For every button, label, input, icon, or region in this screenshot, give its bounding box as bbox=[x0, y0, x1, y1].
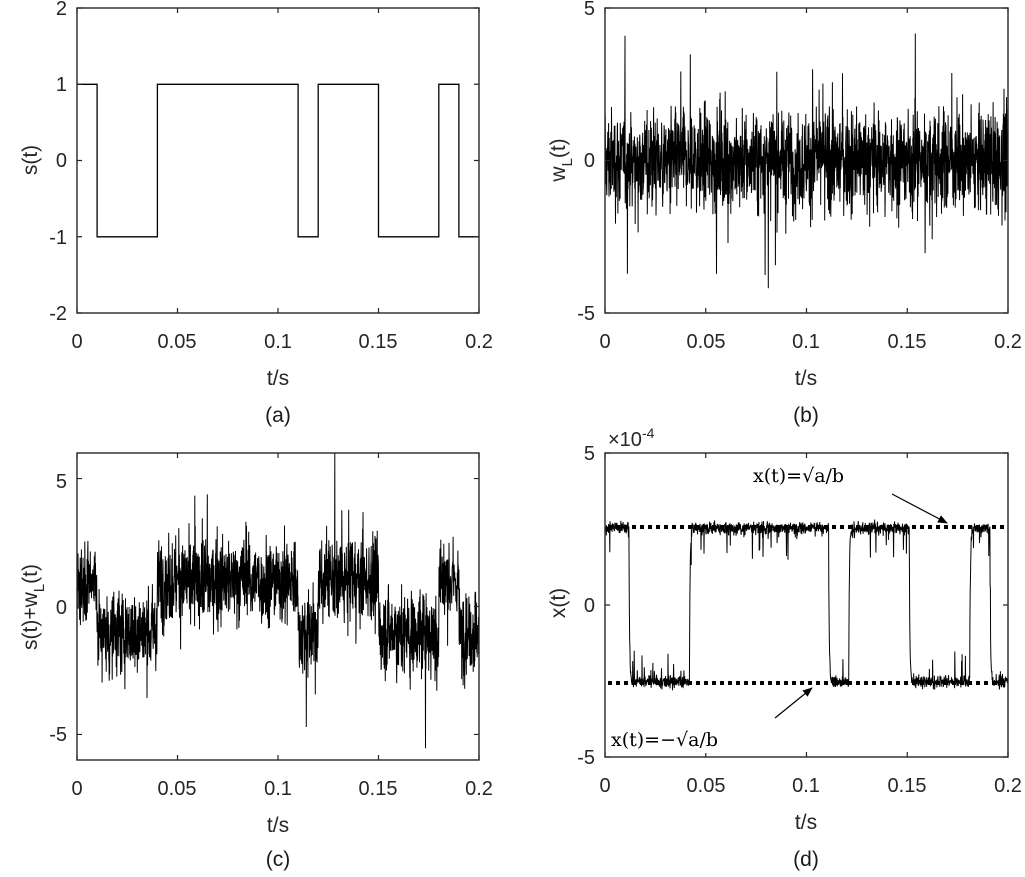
xtick: 0.15 bbox=[359, 331, 398, 353]
y-axis-label: x(t) bbox=[547, 588, 570, 618]
xtick: 0.2 bbox=[465, 778, 493, 800]
xtick: 0 bbox=[71, 778, 82, 800]
panel-caption: (a) bbox=[265, 404, 291, 427]
ytick: -1 bbox=[49, 227, 67, 249]
ytick: 5 bbox=[584, 443, 595, 465]
ytick: 0 bbox=[584, 595, 595, 617]
axes-box bbox=[604, 7, 1009, 314]
xtick: 0 bbox=[599, 331, 610, 353]
ytick: -2 bbox=[49, 303, 67, 325]
panel-caption: (d) bbox=[793, 848, 819, 871]
xtick: 0.2 bbox=[465, 331, 493, 353]
annotation-lower: x(t)=−√a/b bbox=[611, 729, 718, 751]
system-output-line bbox=[605, 519, 1008, 691]
y-axis-label: s(t) bbox=[19, 145, 42, 175]
x-axis-label: t/s bbox=[267, 814, 289, 837]
ytick: 0 bbox=[56, 150, 67, 172]
xtick: 0.05 bbox=[158, 778, 197, 800]
xtick: 0.1 bbox=[264, 778, 292, 800]
noisy-signal-line bbox=[77, 453, 479, 749]
xtick: 0 bbox=[71, 331, 82, 353]
xtick: 0.1 bbox=[792, 775, 820, 797]
xtick: 0.1 bbox=[264, 331, 292, 353]
noise-line bbox=[605, 33, 1008, 289]
ytick: 2 bbox=[56, 0, 67, 20]
ytick: -5 bbox=[577, 747, 595, 769]
annotation-bg bbox=[610, 721, 780, 753]
ytick: -5 bbox=[577, 303, 595, 325]
xtick: 0.05 bbox=[158, 331, 197, 353]
tick-marks bbox=[604, 452, 1009, 758]
exponent-label: ×10-4 bbox=[608, 425, 655, 451]
square-signal-line bbox=[77, 83, 479, 238]
tick-marks bbox=[76, 7, 480, 314]
xtick: 0.15 bbox=[888, 331, 927, 353]
xtick: 0.2 bbox=[994, 331, 1022, 353]
xtick: 0.15 bbox=[359, 778, 398, 800]
xtick: 0.2 bbox=[994, 775, 1022, 797]
panel-caption: (b) bbox=[793, 404, 819, 427]
chart-a-svg: 2 1 0 -1 -2 0 0.05 0.1 0.15 0.2 t/s s(t)… bbox=[19, 0, 493, 427]
xtick: 0.15 bbox=[888, 775, 927, 797]
xtick: 0.05 bbox=[687, 331, 726, 353]
xtick: 0.05 bbox=[687, 775, 726, 797]
annotation-arrow-upper bbox=[891, 493, 948, 524]
xtick: 0.1 bbox=[792, 331, 820, 353]
x-axis-label: t/s bbox=[795, 367, 817, 390]
ytick: 5 bbox=[56, 471, 67, 493]
ytick: 1 bbox=[56, 74, 67, 96]
y-axis-label: wL(t) bbox=[547, 138, 576, 182]
ytick: 5 bbox=[584, 0, 595, 20]
xtick: 0 bbox=[599, 775, 610, 797]
ytick: 0 bbox=[56, 597, 67, 619]
annotation-upper: x(t)=√a/b bbox=[753, 465, 844, 487]
annotation-bg bbox=[752, 458, 898, 488]
x-axis-label: t/s bbox=[267, 367, 289, 390]
panel-caption: (c) bbox=[266, 848, 291, 871]
panel-a: 2 1 0 -1 -2 0 0.05 0.1 0.15 0.2 t/s s(t)… bbox=[0, 0, 512, 430]
axes-box bbox=[604, 452, 1009, 758]
annotation-arrow-lower bbox=[774, 687, 813, 719]
ytick: -5 bbox=[49, 724, 67, 746]
ytick: 0 bbox=[584, 150, 595, 172]
tick-marks bbox=[604, 7, 1009, 314]
axes-box bbox=[76, 7, 480, 314]
x-axis-label: t/s bbox=[795, 811, 817, 834]
y-axis-label: s(t)+wL(t) bbox=[19, 564, 48, 650]
axes-box bbox=[76, 452, 480, 761]
